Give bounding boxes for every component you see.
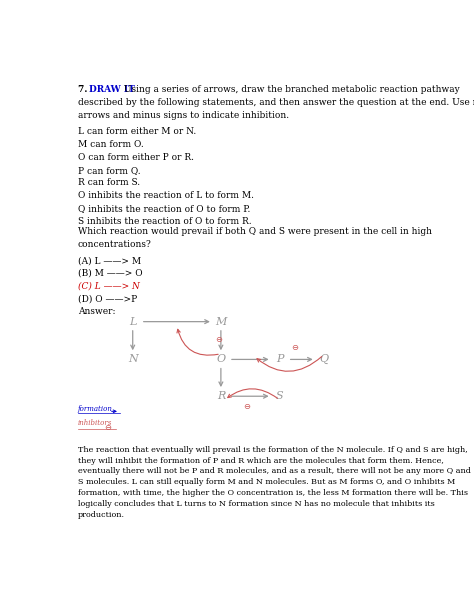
Text: production.: production. — [78, 511, 125, 519]
Text: ⊖: ⊖ — [216, 335, 223, 344]
Text: ⊖: ⊖ — [291, 343, 298, 352]
FancyArrowPatch shape — [177, 329, 218, 355]
Text: P can form Q.: P can form Q. — [78, 166, 140, 175]
Text: eventually there will not be P and R molecules, and as a result, there will not : eventually there will not be P and R mol… — [78, 468, 471, 476]
Text: formation, with time, the higher the O concentration is, the less M formation th: formation, with time, the higher the O c… — [78, 489, 468, 497]
Text: 7.: 7. — [78, 85, 90, 94]
Text: L can form either M or N.: L can form either M or N. — [78, 128, 196, 137]
Text: R: R — [217, 391, 225, 402]
FancyArrowPatch shape — [228, 389, 277, 398]
Text: (D) O ——>P: (D) O ——>P — [78, 294, 137, 303]
Text: S inhibits the reaction of O to form R.: S inhibits the reaction of O to form R. — [78, 216, 251, 226]
Text: N: N — [128, 354, 137, 364]
Text: (C) L ——> N: (C) L ——> N — [78, 281, 139, 291]
Text: M can form O.: M can form O. — [78, 140, 143, 149]
Text: P: P — [276, 354, 283, 364]
Text: O inhibits the reaction of L to form M.: O inhibits the reaction of L to form M. — [78, 191, 254, 200]
Text: L: L — [129, 317, 137, 327]
Text: logically concludes that L turns to N formation since N has no molecule that inh: logically concludes that L turns to N fo… — [78, 500, 434, 508]
Text: (B) M ——> O: (B) M ——> O — [78, 269, 142, 278]
Text: O: O — [216, 354, 226, 364]
Text: Q: Q — [319, 354, 328, 365]
Text: arrows and minus signs to indicate inhibition.: arrows and minus signs to indicate inhib… — [78, 111, 289, 120]
Text: S molecules. L can still equally form M and N molecules. But as M forms O, and O: S molecules. L can still equally form M … — [78, 478, 455, 486]
Text: concentrations?: concentrations? — [78, 240, 151, 248]
Text: R can form S.: R can form S. — [78, 178, 140, 188]
Text: O can form either P or R.: O can form either P or R. — [78, 153, 193, 162]
Text: Q inhibits the reaction of O to form P.: Q inhibits the reaction of O to form P. — [78, 204, 250, 213]
Text: DRAW IT: DRAW IT — [90, 85, 135, 94]
Text: Using a series of arrows, draw the branched metabolic reaction pathway: Using a series of arrows, draw the branc… — [121, 85, 460, 94]
Text: described by the following statements, and then answer the question at the end. : described by the following statements, a… — [78, 98, 474, 107]
Text: formation: formation — [78, 405, 112, 413]
Text: Answer:: Answer: — [78, 307, 115, 316]
Text: S: S — [276, 391, 283, 402]
Text: ⊖: ⊖ — [104, 423, 111, 432]
Text: The reaction that eventually will prevail is the formation of the N molecule. If: The reaction that eventually will prevai… — [78, 446, 467, 454]
Text: Which reaction would prevail if both Q and S were present in the cell in high: Which reaction would prevail if both Q a… — [78, 227, 432, 236]
Text: (A) L ——> M: (A) L ——> M — [78, 256, 141, 265]
FancyArrowPatch shape — [257, 357, 322, 371]
Text: they will inhibit the formation of P and R which are the molecules that form the: they will inhibit the formation of P and… — [78, 457, 444, 465]
Text: M: M — [215, 317, 227, 327]
Text: inhibitors: inhibitors — [78, 419, 112, 427]
Text: ⊖: ⊖ — [243, 402, 250, 411]
